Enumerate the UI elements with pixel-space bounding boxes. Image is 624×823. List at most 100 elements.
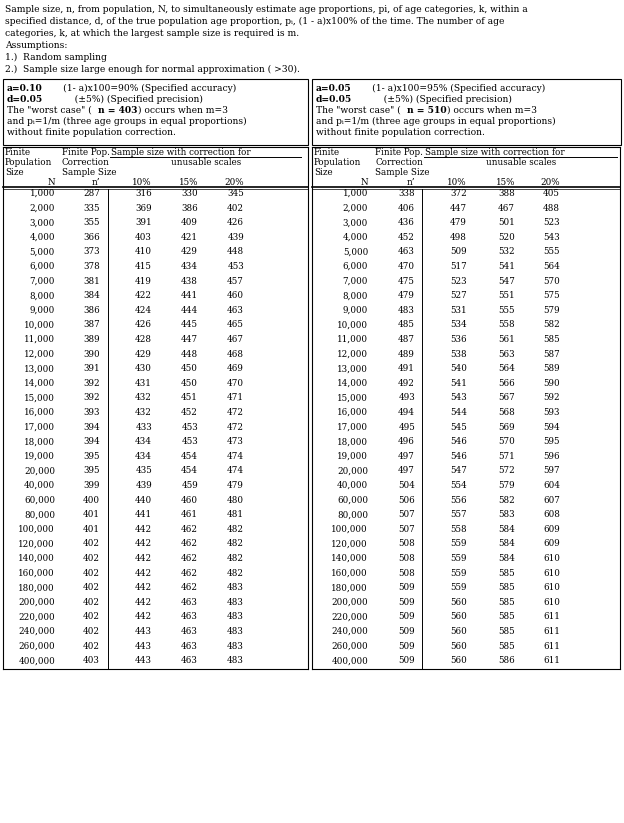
- Text: 457: 457: [227, 277, 244, 286]
- Text: 536: 536: [451, 335, 467, 344]
- Text: 554: 554: [451, 481, 467, 490]
- Text: 9,000: 9,000: [30, 306, 55, 315]
- Text: 611: 611: [543, 642, 560, 651]
- Text: 19,000: 19,000: [337, 452, 368, 461]
- Text: 430: 430: [135, 365, 152, 373]
- Text: 479: 479: [398, 291, 415, 300]
- Text: 561: 561: [498, 335, 515, 344]
- Text: 429: 429: [181, 248, 198, 257]
- Text: 567: 567: [498, 393, 515, 402]
- Text: n = 403: n = 403: [98, 106, 137, 115]
- Text: 585: 585: [499, 627, 515, 636]
- Text: 440: 440: [135, 495, 152, 504]
- Text: 240,000: 240,000: [18, 627, 55, 636]
- Text: 434: 434: [181, 262, 198, 271]
- Text: 330: 330: [182, 189, 198, 198]
- Text: 543: 543: [544, 233, 560, 242]
- Text: 555: 555: [544, 248, 560, 257]
- Text: 509: 509: [451, 248, 467, 257]
- Text: n’: n’: [406, 178, 415, 187]
- Text: 1,000: 1,000: [29, 189, 55, 198]
- Text: 419: 419: [135, 277, 152, 286]
- Text: 506: 506: [398, 495, 415, 504]
- Text: 335: 335: [84, 203, 100, 212]
- Text: 527: 527: [451, 291, 467, 300]
- Text: 608: 608: [543, 510, 560, 519]
- Text: 534: 534: [451, 320, 467, 329]
- Text: 200,000: 200,000: [18, 597, 55, 607]
- Text: 509: 509: [398, 627, 415, 636]
- Text: 400: 400: [83, 495, 100, 504]
- Text: 4,000: 4,000: [29, 233, 55, 242]
- Text: (±5%) (Specified precision): (±5%) (Specified precision): [43, 95, 203, 105]
- Text: 463: 463: [398, 248, 415, 257]
- Text: 3,000: 3,000: [343, 218, 368, 227]
- Text: 442: 442: [135, 597, 152, 607]
- Text: 200,000: 200,000: [331, 597, 368, 607]
- Text: 442: 442: [135, 569, 152, 578]
- Text: 60,000: 60,000: [24, 495, 55, 504]
- Text: 579: 579: [544, 306, 560, 315]
- Text: 8,000: 8,000: [343, 291, 368, 300]
- Text: Sample Size: Sample Size: [62, 168, 117, 177]
- Text: 460: 460: [227, 291, 244, 300]
- Text: 459: 459: [181, 481, 198, 490]
- Text: 381: 381: [83, 277, 100, 286]
- Text: 10%: 10%: [132, 178, 152, 187]
- Text: 442: 442: [135, 525, 152, 534]
- Text: 10%: 10%: [447, 178, 467, 187]
- Text: 433: 433: [135, 422, 152, 431]
- Text: 395: 395: [84, 452, 100, 461]
- Text: 592: 592: [544, 393, 560, 402]
- Text: 12,000: 12,000: [24, 350, 55, 359]
- Text: 569: 569: [499, 422, 515, 431]
- Text: The "worst case" (: The "worst case" (: [316, 106, 401, 115]
- Text: a=0.05: a=0.05: [316, 84, 352, 93]
- Text: 507: 507: [398, 525, 415, 534]
- Text: 2,000: 2,000: [29, 203, 55, 212]
- Text: Finite Pop.: Finite Pop.: [375, 148, 423, 157]
- Text: 473: 473: [227, 437, 244, 446]
- Text: 482: 482: [227, 525, 244, 534]
- Text: 557: 557: [451, 510, 467, 519]
- Text: 566: 566: [498, 379, 515, 388]
- Text: 60,000: 60,000: [337, 495, 368, 504]
- Text: 316: 316: [135, 189, 152, 198]
- Text: 610: 610: [543, 584, 560, 593]
- Text: 508: 508: [398, 554, 415, 563]
- Text: 5,000: 5,000: [343, 248, 368, 257]
- Text: 240,000: 240,000: [331, 627, 368, 636]
- Text: 428: 428: [135, 335, 152, 344]
- Text: 402: 402: [83, 627, 100, 636]
- Text: 435: 435: [135, 467, 152, 476]
- Text: 579: 579: [499, 481, 515, 490]
- Text: Finite: Finite: [314, 148, 340, 157]
- Text: 6,000: 6,000: [343, 262, 368, 271]
- Text: 16,000: 16,000: [24, 408, 55, 417]
- Text: 497: 497: [398, 452, 415, 461]
- Text: 5,000: 5,000: [30, 248, 55, 257]
- Text: 18,000: 18,000: [24, 437, 55, 446]
- Text: 386: 386: [181, 203, 198, 212]
- Text: 509: 509: [398, 597, 415, 607]
- Text: and pᵢ=1/m (three age groups in equal proportions): and pᵢ=1/m (three age groups in equal pr…: [316, 117, 555, 126]
- Text: 479: 479: [227, 481, 244, 490]
- Text: 439: 439: [135, 481, 152, 490]
- Text: 488: 488: [543, 203, 560, 212]
- Text: 597: 597: [544, 467, 560, 476]
- Text: 16,000: 16,000: [337, 408, 368, 417]
- Text: 80,000: 80,000: [337, 510, 368, 519]
- Text: 463: 463: [181, 656, 198, 665]
- Text: 610: 610: [543, 597, 560, 607]
- Text: 378: 378: [83, 262, 100, 271]
- Text: 560: 560: [451, 627, 467, 636]
- Text: Finite Pop.: Finite Pop.: [62, 148, 110, 157]
- Text: 474: 474: [227, 452, 244, 461]
- Text: 401: 401: [83, 525, 100, 534]
- Text: 558: 558: [499, 320, 515, 329]
- Text: 560: 560: [451, 642, 467, 651]
- Text: 403: 403: [83, 656, 100, 665]
- Text: 220,000: 220,000: [18, 612, 55, 621]
- Text: 373: 373: [84, 248, 100, 257]
- Text: 547: 547: [498, 277, 515, 286]
